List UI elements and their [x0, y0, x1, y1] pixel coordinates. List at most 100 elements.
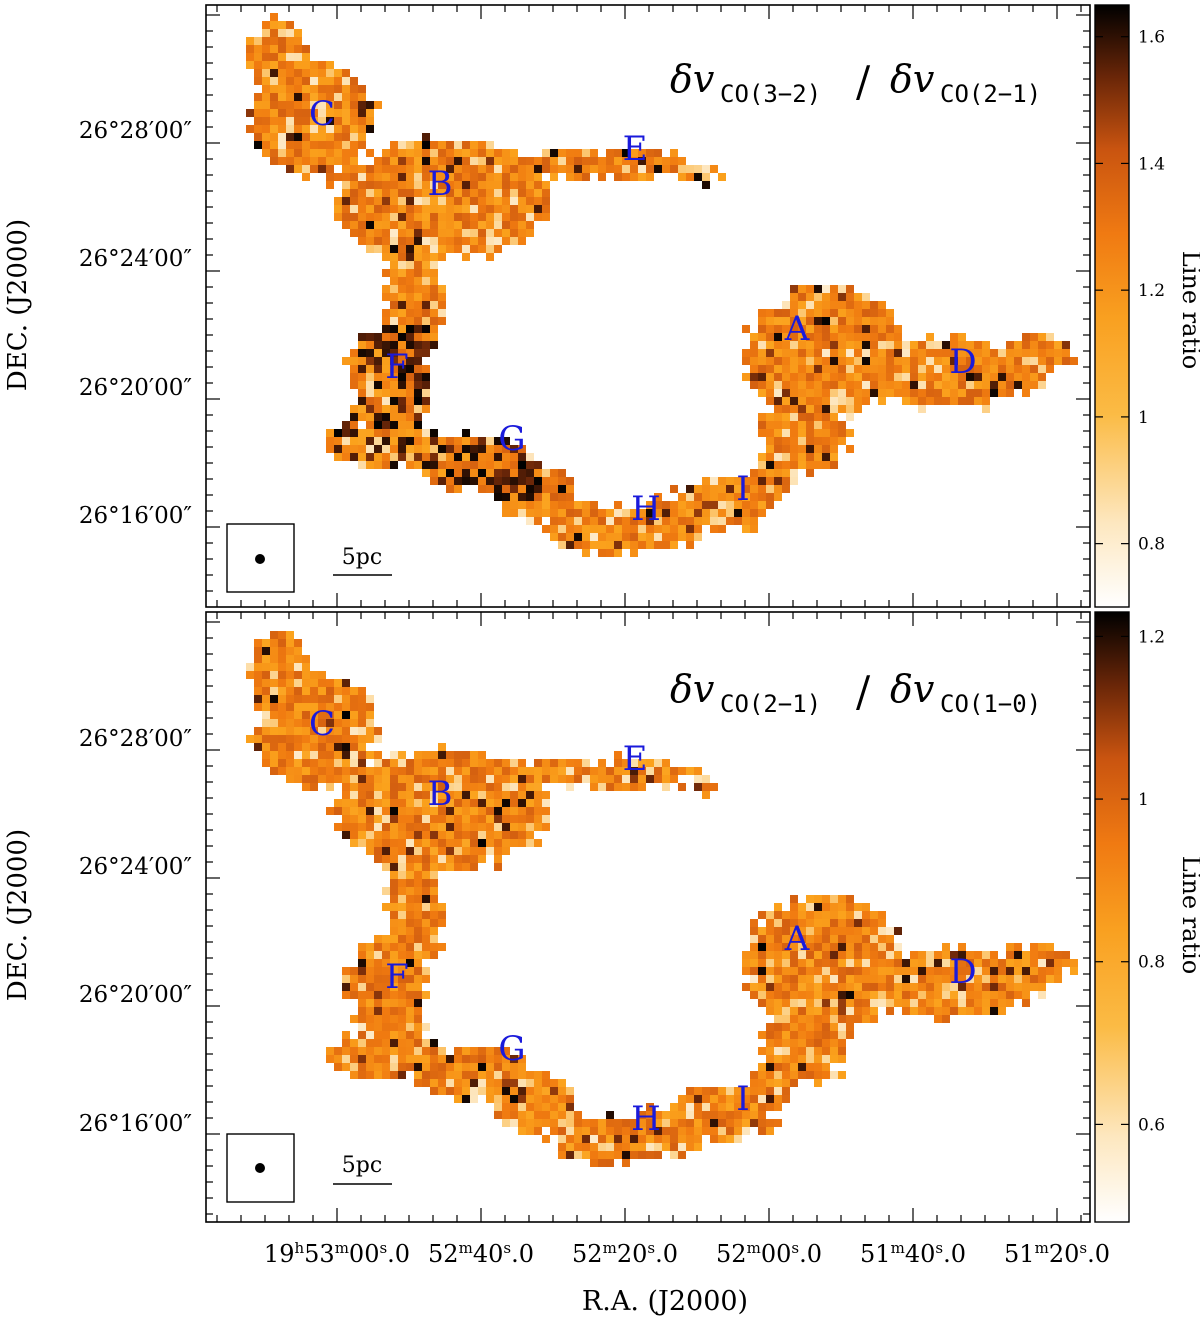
map-pixel	[894, 951, 902, 959]
map-pixel	[782, 983, 790, 991]
map-pixel	[390, 365, 398, 373]
map-pixel	[470, 197, 478, 205]
map-pixel	[934, 341, 942, 349]
map-pixel	[262, 21, 270, 29]
map-pixel	[750, 943, 758, 951]
map-pixel	[878, 991, 886, 999]
map-pixel	[390, 807, 398, 815]
map-pixel	[438, 285, 446, 293]
map-pixel	[558, 517, 566, 525]
map-pixel	[710, 1095, 718, 1103]
map-pixel	[318, 61, 326, 69]
map-pixel	[830, 365, 838, 373]
map-pixel	[334, 751, 342, 759]
map-pixel	[910, 967, 918, 975]
map-pixel	[838, 975, 846, 983]
map-pixel	[438, 911, 446, 919]
map-pixel	[262, 751, 270, 759]
map-pixel	[486, 823, 494, 831]
map-pixel	[430, 1063, 438, 1071]
map-pixel	[366, 149, 374, 157]
map-pixel	[718, 1103, 726, 1111]
map-pixel	[518, 237, 526, 245]
map-pixel	[742, 493, 750, 501]
map-pixel	[838, 317, 846, 325]
map-pixel	[806, 325, 814, 333]
map-pixel	[1054, 967, 1062, 975]
map-pixel	[814, 1047, 822, 1055]
map-pixel	[446, 807, 454, 815]
map-pixel	[414, 357, 422, 365]
map-pixel	[342, 117, 350, 125]
map-pixel	[574, 759, 582, 767]
map-pixel	[1014, 967, 1022, 975]
map-pixel	[662, 1111, 670, 1119]
map-pixel	[718, 509, 726, 517]
map-pixel	[678, 165, 686, 173]
map-pixel	[1030, 349, 1038, 357]
map-pixel	[406, 1063, 414, 1071]
region-label-c: C	[309, 704, 335, 744]
map-pixel	[782, 389, 790, 397]
map-pixel	[638, 1135, 646, 1143]
map-pixel	[406, 903, 414, 911]
map-pixel	[414, 783, 422, 791]
map-pixel	[846, 301, 854, 309]
map-pixel	[798, 317, 806, 325]
map-pixel	[382, 285, 390, 293]
map-pixel	[902, 1007, 910, 1015]
map-pixel	[758, 967, 766, 975]
map-pixel	[414, 413, 422, 421]
map-pixel	[438, 759, 446, 767]
map-pixel	[390, 381, 398, 389]
map-pixel	[462, 1095, 470, 1103]
map-pixel	[830, 309, 838, 317]
map-pixel	[422, 783, 430, 791]
map-pixel	[774, 357, 782, 365]
map-pixel	[950, 999, 958, 1007]
map-pixel	[478, 759, 486, 767]
map-pixel	[854, 983, 862, 991]
map-pixel	[438, 301, 446, 309]
map-pixel	[886, 943, 894, 951]
map-pixel	[398, 181, 406, 189]
map-pixel	[822, 365, 830, 373]
map-pixel	[782, 381, 790, 389]
map-pixel	[990, 373, 998, 381]
map-pixel	[1014, 951, 1022, 959]
map-pixel	[366, 1015, 374, 1023]
map-pixel	[422, 1079, 430, 1087]
map-pixel	[542, 1079, 550, 1087]
dec-tick-label: 26°20′00″	[79, 375, 193, 401]
map-pixel	[670, 1151, 678, 1159]
map-pixel	[494, 1071, 502, 1079]
map-pixel	[550, 501, 558, 509]
map-pixel	[518, 783, 526, 791]
map-pixel	[526, 1119, 534, 1127]
map-pixel	[318, 77, 326, 85]
map-pixel	[862, 911, 870, 919]
map-pixel	[758, 413, 766, 421]
map-pixel	[534, 783, 542, 791]
map-pixel	[422, 405, 430, 413]
map-pixel	[814, 1007, 822, 1015]
map-pixel	[438, 157, 446, 165]
map-pixel	[734, 1111, 742, 1119]
map-pixel	[782, 1079, 790, 1087]
map-pixel	[702, 783, 710, 791]
map-pixel	[390, 999, 398, 1007]
map-pixel	[974, 341, 982, 349]
map-pixel	[710, 1119, 718, 1127]
map-pixel	[518, 823, 526, 831]
map-pixel	[534, 509, 542, 517]
map-pixel	[726, 493, 734, 501]
map-pixel	[422, 815, 430, 823]
map-pixel	[382, 357, 390, 365]
bottom-colorbar-ticks: 0.60.811.2	[1095, 627, 1165, 1135]
map-pixel	[390, 783, 398, 791]
map-pixel	[446, 775, 454, 783]
map-pixel	[502, 1047, 510, 1055]
map-pixel	[270, 631, 278, 639]
map-pixel	[390, 775, 398, 783]
map-pixel	[526, 1095, 534, 1103]
